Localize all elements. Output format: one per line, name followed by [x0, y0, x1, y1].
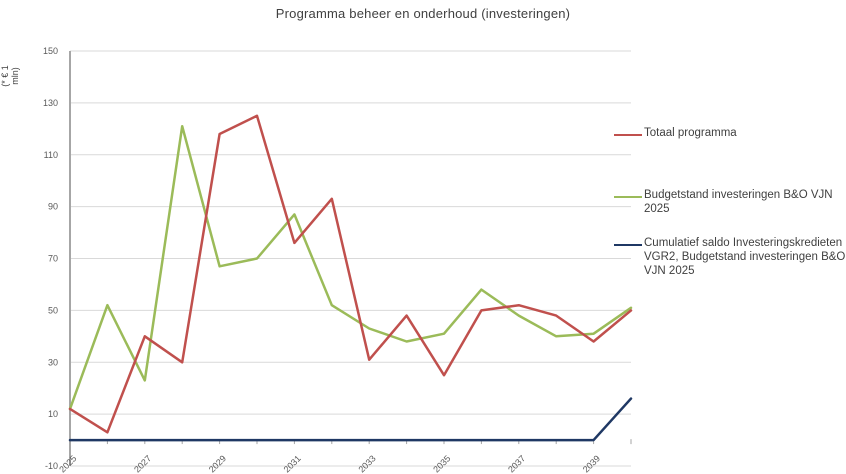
x-tick-label: 2033	[356, 453, 377, 474]
chart-title: Programma beheer en onderhoud (investeri…	[275, 6, 571, 21]
y-tick-label: 110	[44, 150, 58, 160]
legend-swatch-cumulatief	[614, 244, 642, 246]
x-tick-label: 2037	[506, 453, 527, 474]
legend-item-cumulatief: Cumulatief saldo Investeringskredieten V…	[614, 236, 846, 278]
y-tick-label: 130	[43, 98, 58, 108]
y-tick-label: 50	[48, 305, 58, 315]
y-tick-label: 10	[48, 409, 58, 419]
x-tick-label: 2035	[431, 453, 452, 474]
x-tick-label: 2031	[282, 453, 303, 474]
legend-label-cumulatief: Cumulatief saldo Investeringskredieten V…	[644, 237, 846, 277]
x-tick-label: 2039	[581, 453, 602, 474]
series-line-2	[68, 397, 633, 442]
legend-item-budgetstand: Budgetstand investeringen B&O VJN 2025	[614, 188, 846, 216]
legend-label-budgetstand: Budgetstand investeringen B&O VJN 2025	[644, 189, 833, 215]
series-line-1	[68, 124, 633, 411]
x-tick-label: 2027	[132, 453, 153, 474]
x-tick-label: 2029	[207, 453, 228, 474]
legend-item-totaal: Totaal programma	[614, 126, 846, 140]
legend-swatch-budgetstand	[614, 196, 642, 198]
y-tick-label: 30	[48, 357, 58, 367]
y-tick-label: 70	[48, 254, 58, 264]
x-tick-label: 2025	[57, 453, 78, 474]
y-tick-label: 90	[48, 202, 58, 212]
legend-label-totaal: Totaal programma	[644, 127, 737, 139]
series-line-0	[68, 114, 633, 434]
y-tick-label: -10	[45, 461, 58, 471]
legend-swatch-totaal	[614, 134, 642, 136]
y-tick-label: 150	[43, 46, 58, 56]
